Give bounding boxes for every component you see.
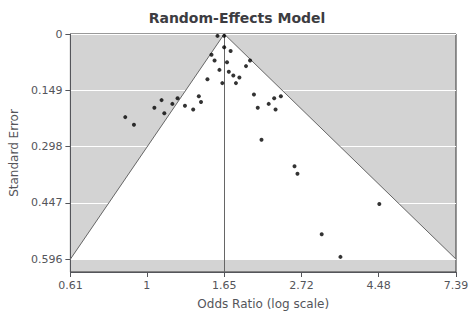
- svg-text:0: 0: [55, 28, 62, 41]
- svg-text:4.48: 4.48: [366, 279, 391, 292]
- svg-text:Random-Effects Model: Random-Effects Model: [149, 10, 326, 26]
- svg-text:0.596: 0.596: [31, 253, 63, 266]
- svg-text:0.149: 0.149: [31, 84, 63, 97]
- svg-text:7.39: 7.39: [444, 279, 469, 292]
- svg-text:0.298: 0.298: [31, 140, 63, 153]
- svg-text:Standard Error: Standard Error: [7, 109, 21, 197]
- svg-text:Odds Ratio (log scale): Odds Ratio (log scale): [197, 297, 329, 311]
- svg-text:0.447: 0.447: [31, 196, 63, 209]
- svg-text:0.61: 0.61: [58, 279, 83, 292]
- svg-text:2.72: 2.72: [289, 279, 314, 292]
- svg-text:1: 1: [143, 279, 150, 292]
- svg-text:1.65: 1.65: [212, 279, 237, 292]
